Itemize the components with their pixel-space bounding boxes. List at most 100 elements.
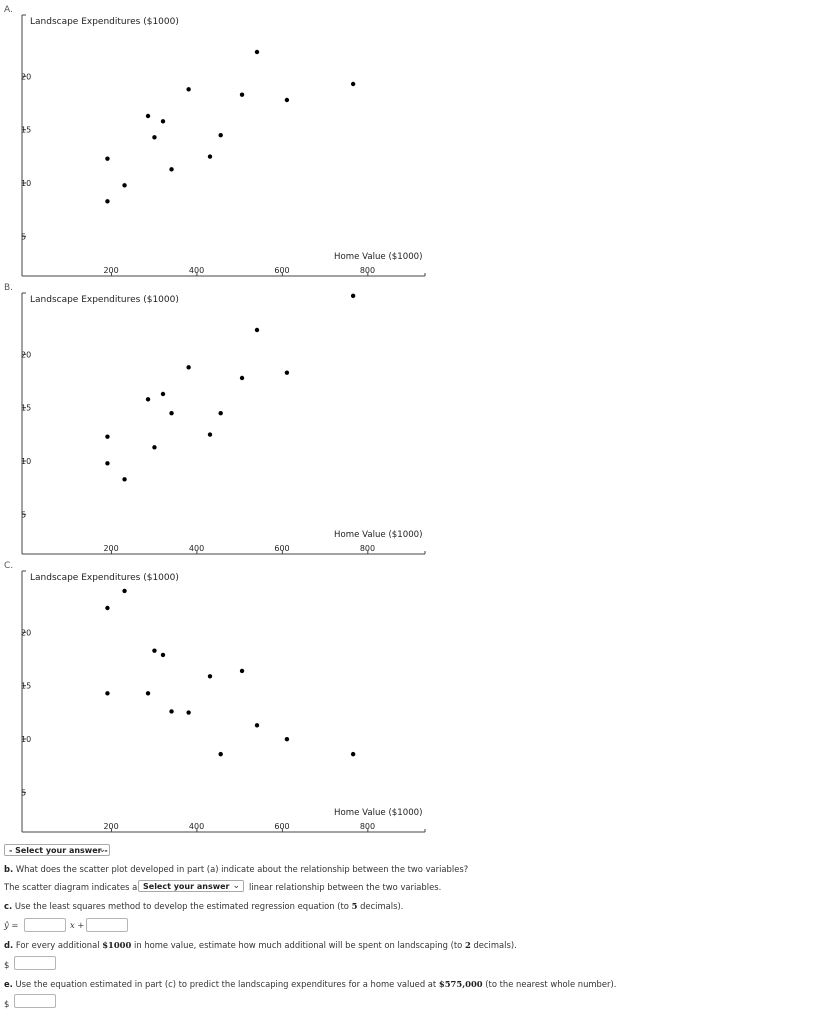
- chevron-down-icon: ⌄: [232, 881, 240, 891]
- x-plus-label: x +: [70, 920, 85, 930]
- question-d-before: For every additional: [15, 940, 100, 950]
- x-axis-label: Home Value ($1000): [334, 808, 422, 818]
- scatter-plot-c: Landscape Expenditures ($1000) Home Value…: [21, 570, 426, 833]
- y-axis-label: Landscape Expenditures ($1000): [30, 573, 179, 583]
- data-point: [105, 434, 110, 439]
- question-e-before: Use the equation estimated in part (c) t…: [15, 979, 437, 989]
- x-tick-label: 800: [360, 822, 375, 831]
- data-point: [152, 648, 157, 653]
- question-d-label: d.: [4, 940, 14, 950]
- option-label: B.: [4, 283, 14, 293]
- relationship-select[interactable]: Select your answer ⌄: [138, 880, 244, 892]
- option-label: A.: [4, 5, 13, 15]
- x-tick-label: 400: [189, 266, 204, 275]
- y-tick-label: 5: [21, 510, 26, 519]
- question-b: b. What does the scatter plot developed …: [4, 864, 468, 874]
- data-point: [105, 461, 110, 466]
- data-point: [284, 97, 290, 103]
- data-point: [207, 674, 213, 679]
- data-point: [186, 710, 191, 715]
- question-c-label: c.: [4, 901, 13, 911]
- data-point: [160, 119, 166, 124]
- x-axis-label: Home Value ($1000): [334, 530, 422, 540]
- data-point: [207, 432, 213, 437]
- data-point: [145, 691, 151, 696]
- data-point: [254, 49, 260, 55]
- data-point: [186, 365, 191, 370]
- data-point: [239, 92, 245, 97]
- question-d-num: 2: [464, 940, 471, 950]
- data-point: [145, 113, 151, 119]
- question-d-after: decimals).: [473, 940, 517, 950]
- y-tick-label: 5: [21, 788, 26, 797]
- y-tick-label: 10: [21, 457, 31, 466]
- data-point: [218, 751, 223, 757]
- x-tick-label: 600: [274, 544, 289, 553]
- data-point: [122, 477, 127, 482]
- y-tick-label: 20: [21, 628, 31, 637]
- currency-d-wrap: $: [4, 960, 9, 970]
- data-point: [169, 411, 174, 416]
- data-point: [152, 445, 157, 450]
- data-point: [254, 327, 260, 333]
- intercept-input[interactable]: [86, 918, 128, 932]
- data-point: [207, 154, 213, 159]
- y-tick-label: 20: [21, 350, 31, 359]
- question-c-before: Use the least squares method to develop …: [14, 901, 349, 911]
- scatter-option-a: A. Landscape Expenditures ($1000) Home Va…: [0, 0, 813, 278]
- y-tick-label: 10: [21, 735, 31, 744]
- select-value: - Select your answer -: [9, 846, 108, 855]
- y-axis-label: Landscape Expenditures ($1000): [30, 295, 179, 305]
- x-tick-label: 800: [360, 266, 375, 275]
- x-axis-label: Home Value ($1000): [334, 252, 422, 262]
- yhat-label: ŷ =: [4, 920, 19, 930]
- data-point: [105, 156, 110, 161]
- data-point: [122, 183, 127, 188]
- option-label: C.: [4, 561, 14, 571]
- y-tick-label: 15: [21, 404, 31, 413]
- question-d-money: $1000: [102, 940, 132, 950]
- scatter-option-c: C. Landscape Expenditures ($1000) Home Va…: [0, 556, 813, 834]
- question-c: c. Use the least squares method to devel…: [4, 901, 403, 911]
- additional-spend-input[interactable]: [14, 956, 56, 970]
- y-tick-label: 10: [21, 179, 31, 188]
- y-tick-label: 15: [21, 682, 31, 691]
- question-e-after: (to the nearest whole number).: [485, 979, 617, 989]
- x-tick-label: 800: [360, 544, 375, 553]
- x-tick-label: 200: [103, 822, 118, 831]
- data-point: [122, 588, 127, 594]
- answer-b-sentence: The scatter diagram indicates a: [4, 882, 137, 892]
- scatter-option-b: B. Landscape Expenditures ($1000) Home Va…: [0, 278, 813, 556]
- data-point: [169, 709, 174, 714]
- data-point: [145, 397, 151, 402]
- x-tick-label: 600: [274, 822, 289, 831]
- data-point: [254, 723, 260, 728]
- equation-lhs: ŷ =: [4, 920, 18, 930]
- question-d: d. For every additional $1000 in home va…: [4, 940, 517, 950]
- data-point: [218, 133, 223, 138]
- data-point: [350, 81, 356, 87]
- x-tick-label: 200: [103, 544, 118, 553]
- prediction-input[interactable]: [14, 994, 56, 1008]
- question-e-label: e.: [4, 979, 13, 989]
- question-c-after: decimals).: [360, 901, 404, 911]
- chevron-down-icon: ⌄: [98, 845, 106, 855]
- scatter-plot-a: Landscape Expenditures ($1000) Home Value…: [21, 14, 426, 277]
- y-tick-label: 5: [21, 232, 26, 241]
- data-point: [239, 375, 245, 381]
- x-tick-label: 600: [274, 266, 289, 275]
- answer-b-after: linear relationship between the two vari…: [249, 882, 442, 892]
- y-tick-label: 15: [21, 126, 31, 135]
- currency-e: $: [4, 999, 10, 1009]
- part-a-answer-select[interactable]: - Select your answer - ⌄: [4, 844, 110, 856]
- x-tick-label: 400: [189, 544, 204, 553]
- slope-input[interactable]: [24, 918, 66, 932]
- y-tick-label: 20: [21, 72, 31, 81]
- x-tick-label: 200: [103, 266, 118, 275]
- currency-d: $: [4, 960, 10, 970]
- question-c-num: 5: [351, 901, 358, 911]
- data-point: [284, 370, 290, 375]
- question-e: e. Use the equation estimated in part (c…: [4, 979, 616, 989]
- y-axis-label: Landscape Expenditures ($1000): [30, 17, 179, 27]
- data-point: [105, 199, 110, 204]
